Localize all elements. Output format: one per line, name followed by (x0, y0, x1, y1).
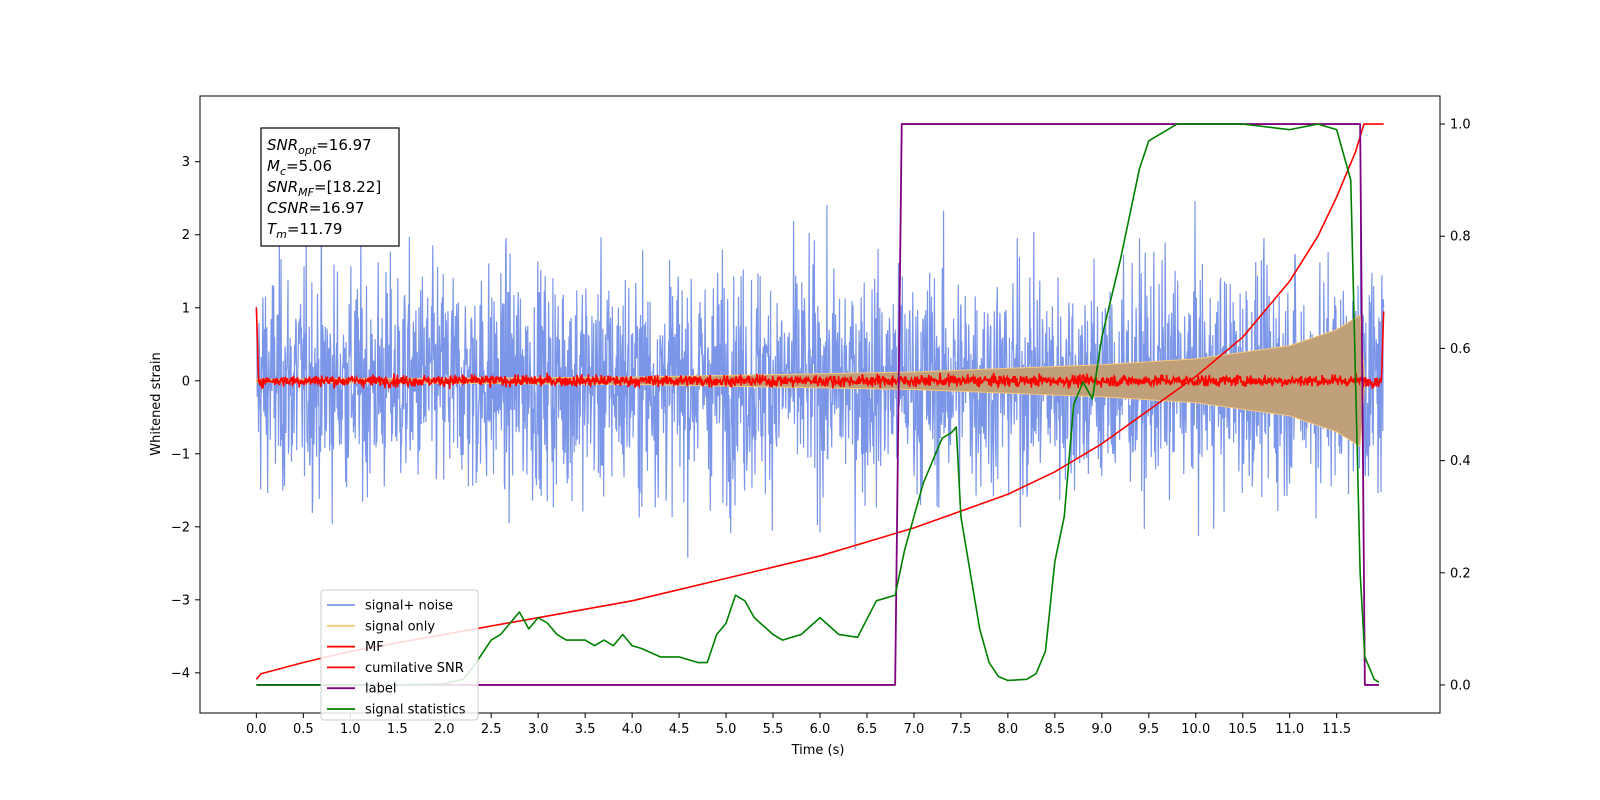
y-axis-label: Whitened strain (149, 352, 164, 455)
legend-entry-label: label (365, 682, 396, 697)
x-tick-label: 5.0 (716, 722, 737, 737)
annotation-line: SNRMF=[18.22] (267, 178, 381, 199)
x-tick-label: 7.0 (904, 722, 925, 737)
legend-entry-label: signal only (365, 619, 435, 634)
legend-frame (320, 589, 479, 721)
legend-entry-label: MF (365, 640, 384, 655)
x-tick-label: 7.5 (951, 722, 972, 737)
legend: signal+ noise signal only MF cumilative SNR… (320, 589, 479, 721)
x-tick-label: 2.0 (434, 722, 455, 737)
series-label (256, 123, 1379, 686)
legend-entry-label: cumilative SNR (365, 661, 464, 676)
series-signal-statistics (256, 123, 1380, 686)
legend-entry-label: signal statistics (365, 703, 466, 718)
y-tick-label: −3 (171, 593, 190, 608)
annotation-line: CSNR=16.97 (267, 199, 364, 217)
x-tick-label: 1.0 (340, 722, 361, 737)
x-tick-label: 9.0 (1091, 722, 1112, 737)
x-tick-label: 4.5 (669, 722, 690, 737)
x-tick-label: 0.0 (246, 722, 267, 737)
y-tick-label: 0 (182, 374, 190, 389)
x-axis-label: Time (s) (791, 743, 845, 758)
x-tick-label: 0.5 (293, 722, 314, 737)
legend-entry-label: signal+ noise (365, 599, 453, 614)
axis-ticks: 0.0 0.5 1.0 1.5 2.0 2.5 3.0 3.5 4.0 4.5 5.0 5.5 6.0 6… (171, 118, 1471, 737)
x-tick-label: 3.5 (575, 722, 596, 737)
y2-tick-label: 0.2 (1450, 566, 1471, 581)
x-tick-label: 8.5 (1045, 722, 1066, 737)
stats-annotation-box: SNRopt=16.97Mc=5.06SNRMF=[18.22]CSNR=16.… (260, 127, 400, 247)
x-tick-label: 10.5 (1228, 722, 1257, 737)
annotation-frame (260, 127, 400, 247)
x-tick-label: 8.0 (998, 722, 1019, 737)
y-tick-label: 2 (182, 228, 190, 243)
y-tick-label: −4 (171, 666, 190, 681)
y2-tick-label: 0.8 (1450, 230, 1471, 245)
y-tick-label: −1 (171, 447, 190, 462)
y2-tick-label: 0.0 (1450, 678, 1471, 693)
y2-tick-label: 0.6 (1450, 342, 1471, 357)
y2-tick-label: 0.4 (1450, 454, 1471, 469)
annotation-line: SNRopt=16.97 (267, 136, 372, 157)
annotation-line: Tm=11.79 (267, 220, 342, 241)
x-tick-label: 6.5 (857, 722, 878, 737)
annotation-line: Mc=5.06 (267, 157, 332, 178)
series-mf (255, 307, 1385, 390)
x-tick-label: 4.0 (622, 722, 643, 737)
x-tick-label: 11.0 (1275, 722, 1304, 737)
x-tick-label: 6.0 (810, 722, 831, 737)
y-tick-label: 1 (182, 301, 190, 316)
x-tick-label: 5.5 (763, 722, 784, 737)
y-tick-label: 3 (182, 155, 190, 170)
x-tick-label: 10.0 (1181, 722, 1210, 737)
y2-tick-label: 1.0 (1450, 118, 1471, 133)
x-tick-label: 2.5 (481, 722, 502, 737)
x-tick-label: 9.5 (1138, 722, 1159, 737)
y-tick-label: −2 (171, 520, 190, 535)
x-tick-label: 3.0 (528, 722, 549, 737)
x-tick-label: 11.5 (1322, 722, 1351, 737)
x-tick-label: 1.5 (387, 722, 408, 737)
